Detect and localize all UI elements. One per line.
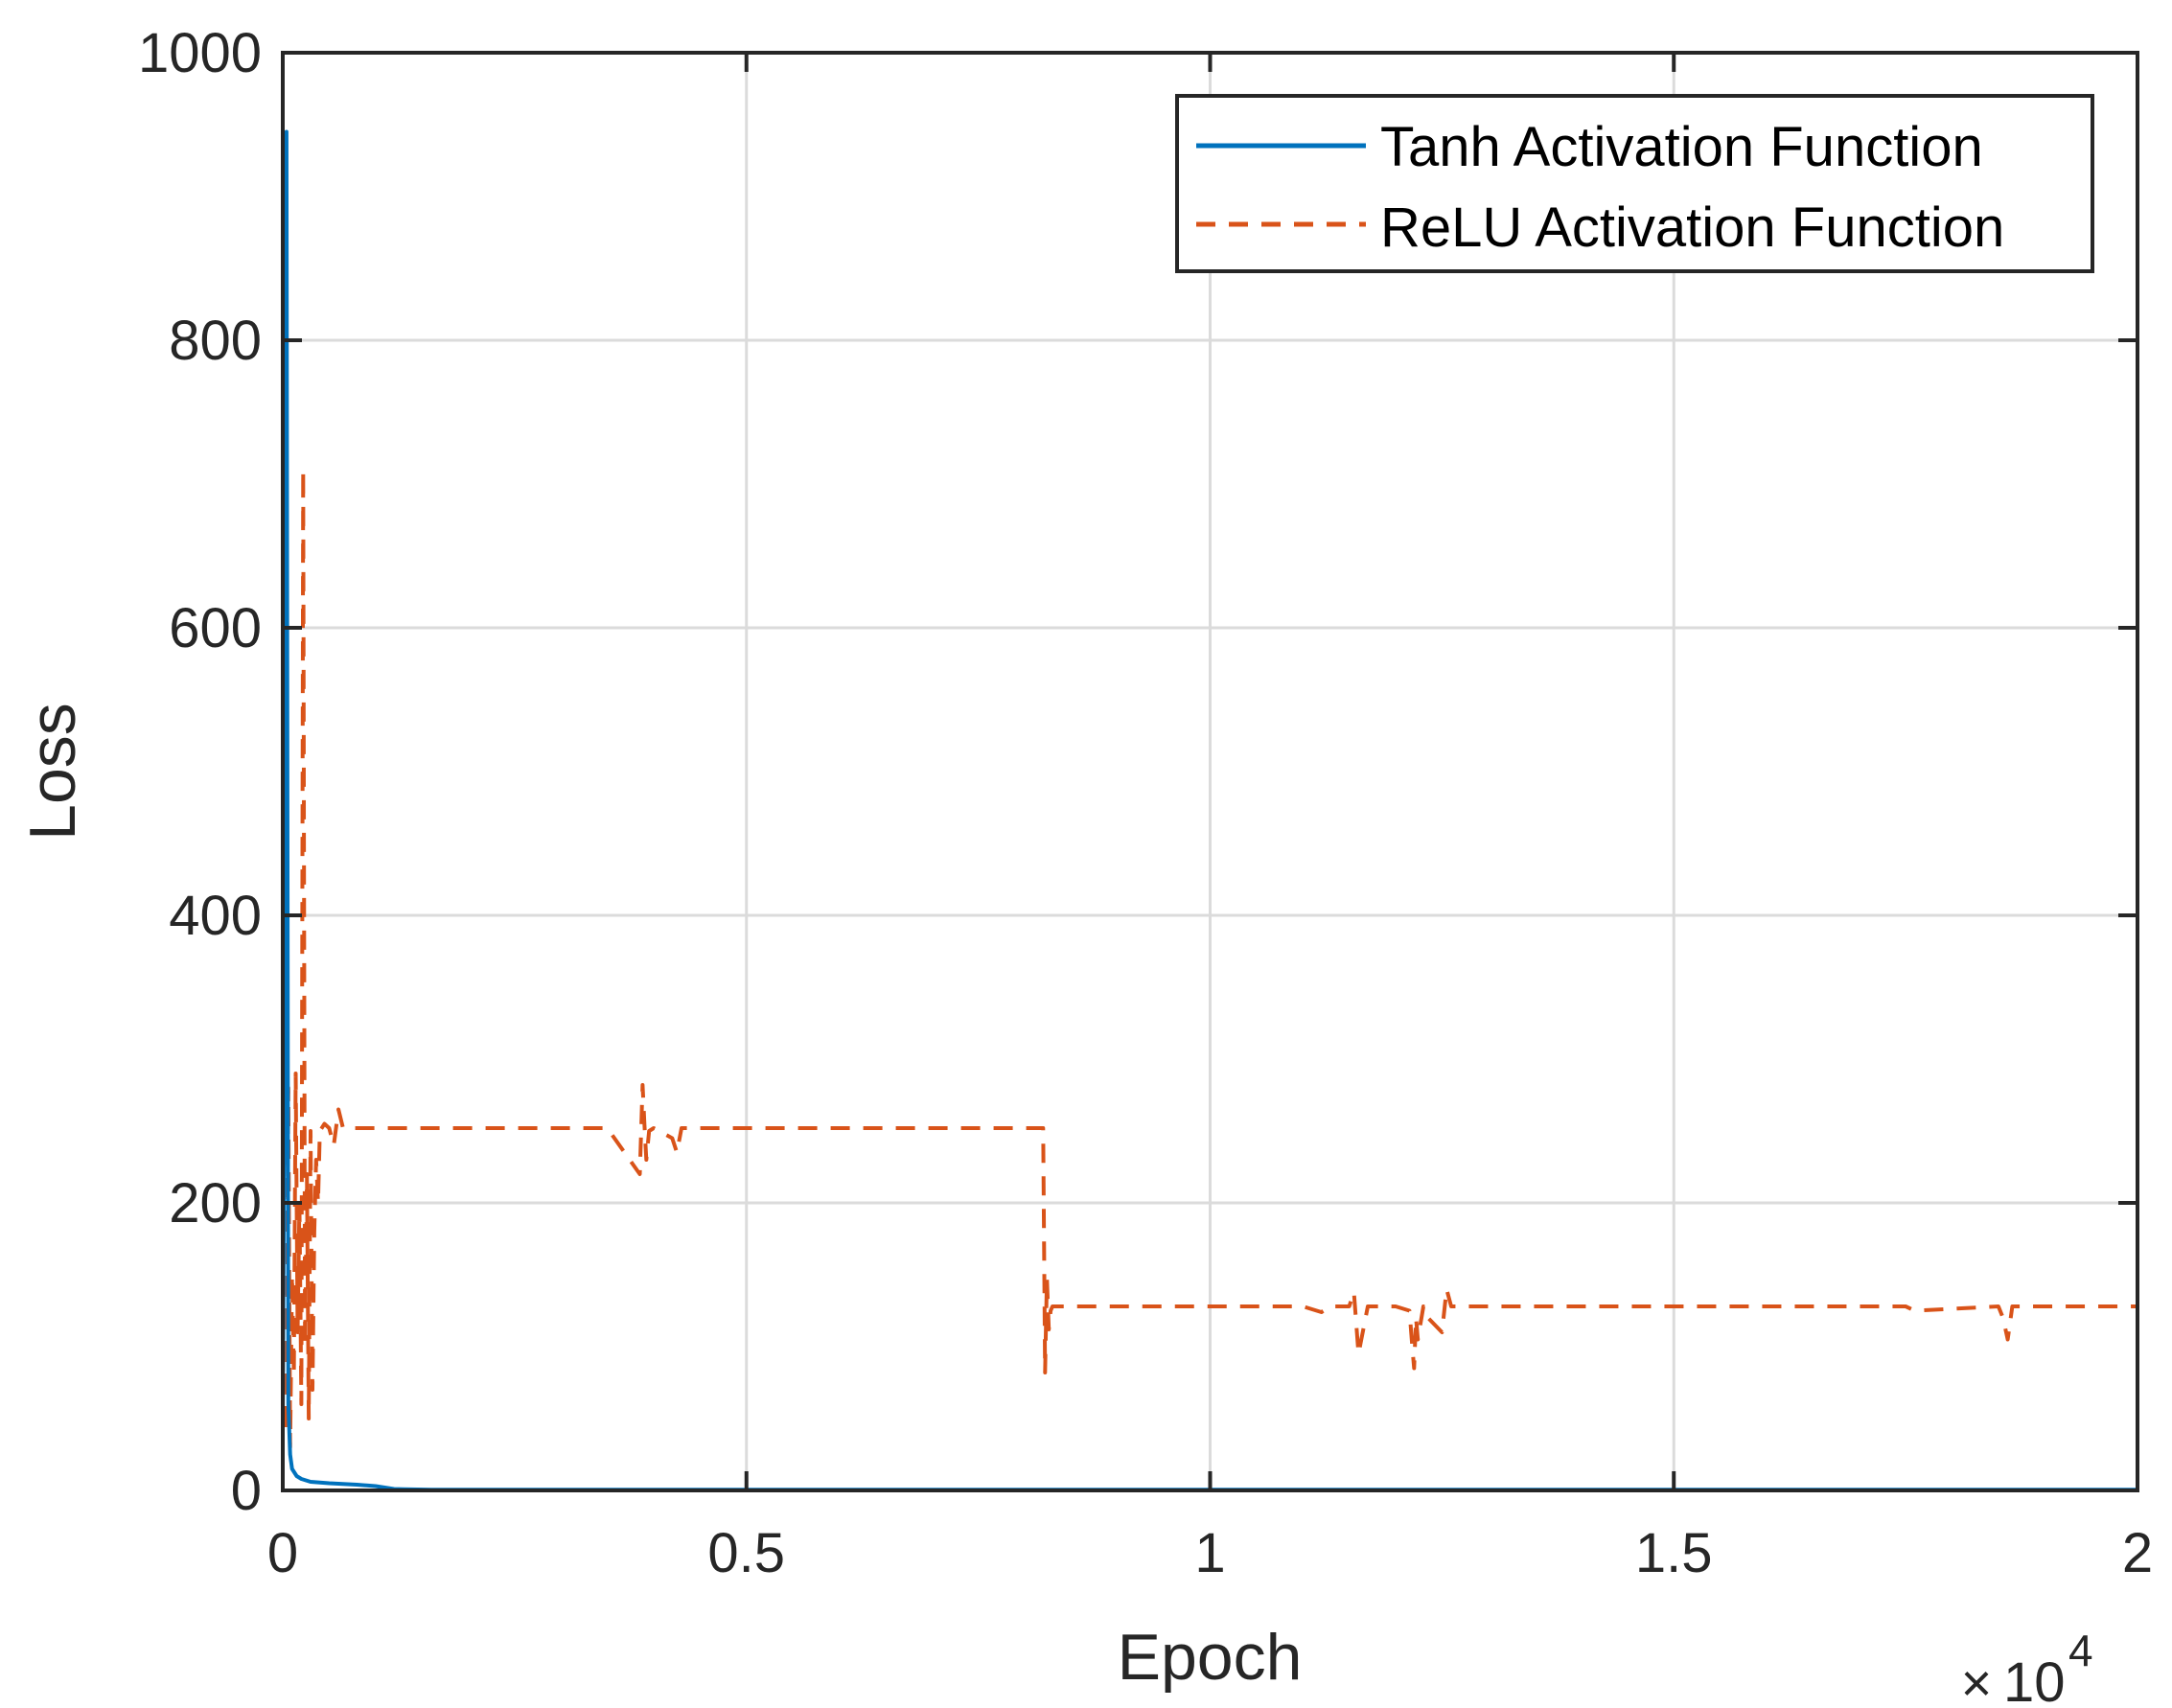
y-tick-label: 0 bbox=[231, 1460, 262, 1522]
x-scale-exponent: × 10 4 bbox=[1961, 1626, 2093, 1708]
x-tick-label: 2 bbox=[2122, 1522, 2153, 1584]
y-axis-label: Loss bbox=[16, 703, 89, 841]
x-tick-label: 0.5 bbox=[707, 1522, 785, 1584]
x-exponent-power: 4 bbox=[2068, 1626, 2093, 1675]
y-tick-labels: 0 200 400 600 800 1000 bbox=[138, 22, 262, 1522]
legend-label-tanh: Tanh Activation Function bbox=[1380, 116, 1983, 178]
x-tick-labels: 0 0.5 1 1.5 2 bbox=[267, 1522, 2153, 1584]
legend-label-relu: ReLU Activation Function bbox=[1380, 196, 2004, 259]
x-axis-label: Epoch bbox=[1118, 1621, 1303, 1694]
x-exponent-base: 10 bbox=[2003, 1651, 2066, 1708]
legend-box bbox=[1175, 94, 2094, 273]
grid bbox=[283, 53, 2137, 1490]
ticks bbox=[281, 51, 2139, 1492]
series-line-relu bbox=[281, 468, 2137, 1449]
y-tick-label: 600 bbox=[169, 597, 262, 659]
y-tick-label: 800 bbox=[169, 310, 262, 372]
x-exponent-times: × bbox=[1961, 1652, 1993, 1708]
y-tick-label: 1000 bbox=[138, 22, 262, 84]
x-tick-label: 1.5 bbox=[1635, 1522, 1713, 1584]
y-tick-label: 400 bbox=[169, 885, 262, 947]
legend: Tanh Activation Function ReLU Activation… bbox=[1175, 94, 2094, 273]
y-tick-label: 200 bbox=[169, 1172, 262, 1235]
x-tick-label: 0 bbox=[267, 1522, 298, 1584]
x-tick-label: 1 bbox=[1194, 1522, 1225, 1584]
